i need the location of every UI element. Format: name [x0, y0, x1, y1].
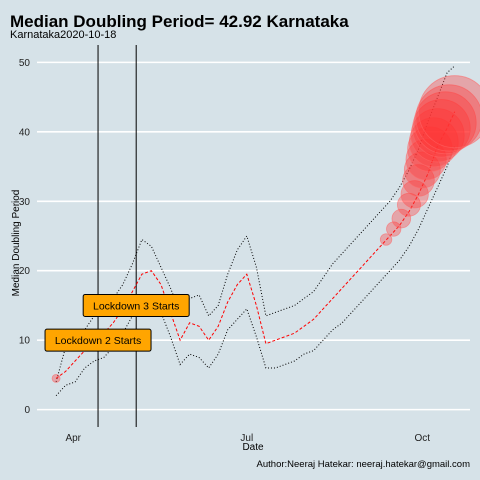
bubble-point — [391, 208, 412, 229]
bubble-point — [410, 108, 465, 163]
y-tick-label: 20 — [19, 266, 31, 277]
bubble-point — [407, 126, 453, 172]
confidence-band — [55, 65, 456, 397]
x-tick-label: Jul — [240, 433, 253, 444]
lockdown-annotations: Lockdown 2 Starts Lockdown 3 Starts — [44, 293, 190, 352]
x-tick-label: Apr — [65, 433, 81, 444]
chart-caption: Author:Neeraj Hatekar: neeraj.hatekar@gm… — [257, 459, 471, 470]
chart-subtitle: Karnataka2020-10-18 — [10, 29, 116, 41]
bubble-point — [386, 221, 402, 237]
y-tick-label: 40 — [19, 127, 31, 138]
y-tick-label: 30 — [19, 197, 31, 208]
lockdown-label-text: Lockdown 3 Starts — [93, 300, 179, 312]
chart-title: Median Doubling Period= 42.92 Karnataka — [10, 12, 349, 31]
lockdown-lines — [97, 45, 137, 427]
bubble-point — [400, 180, 429, 209]
x-axis-ticks: Apr Jul Oct — [65, 433, 430, 444]
lockdown-label-text: Lockdown 2 Starts — [55, 335, 141, 347]
bubble-point — [379, 233, 393, 246]
y-axis-label: Median Doubling Period — [11, 190, 22, 297]
bubble-point — [51, 373, 61, 383]
upper-band-line — [55, 65, 456, 383]
y-axis-ticks: 0 10 20 30 40 50 — [19, 58, 31, 416]
x-tick-label: Oct — [415, 433, 431, 444]
y-tick-label: 0 — [24, 405, 30, 416]
x-axis-label: Date — [242, 442, 264, 453]
bubble-markers — [51, 75, 480, 383]
y-tick-label: 50 — [19, 58, 31, 69]
y-tick-label: 10 — [19, 336, 31, 347]
bubble-point — [413, 91, 477, 155]
lockdown-label-box — [44, 328, 152, 352]
grid-lines — [37, 61, 470, 411]
bubble-point — [415, 84, 480, 152]
bubble-point — [408, 117, 459, 168]
lockdown-label-box — [82, 293, 190, 317]
bubble-point — [418, 75, 480, 149]
